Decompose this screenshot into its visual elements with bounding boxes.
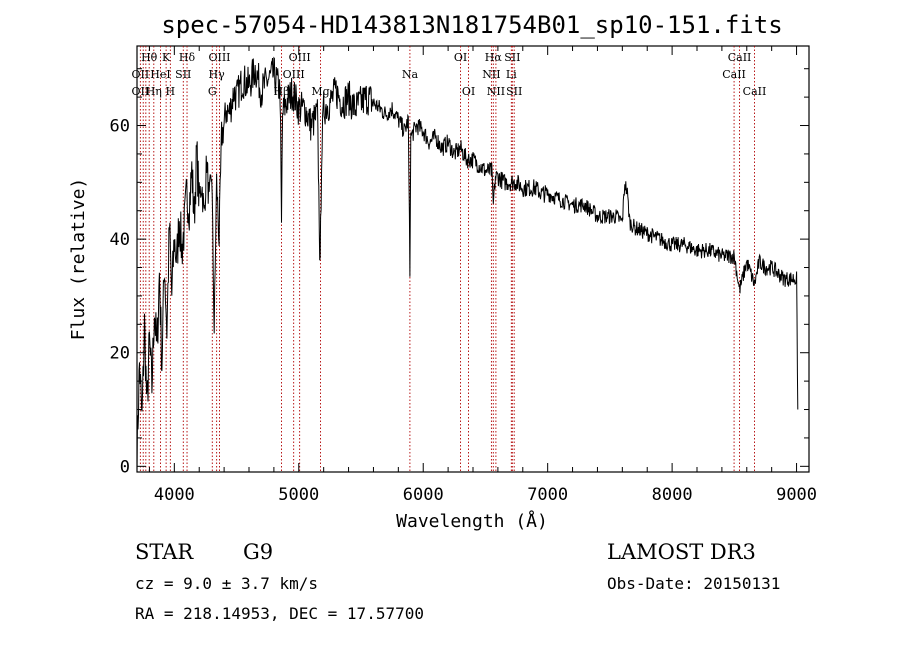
object-subclass: G9 xyxy=(243,540,274,564)
line-label: OIII xyxy=(208,51,230,64)
line-label: Hθ xyxy=(141,51,158,64)
line-label: OI xyxy=(462,85,475,98)
line-label: Hα xyxy=(485,51,503,64)
line-label: Li xyxy=(506,68,517,81)
plot-frame xyxy=(136,45,810,473)
x-axis-label: Wavelength (Å) xyxy=(396,510,548,532)
y-axis-label: Flux (relative) xyxy=(68,178,89,341)
y-tick-label: 20 xyxy=(110,344,130,364)
spectrum-line xyxy=(136,56,799,471)
x-tick-label: 4000 xyxy=(154,485,195,505)
y-tick-label: 0 xyxy=(120,457,130,477)
line-label: SII xyxy=(506,85,522,98)
line-label: CaII xyxy=(722,68,746,81)
line-label: HeI xyxy=(150,68,170,81)
line-label: CaII xyxy=(743,85,767,98)
line-label: G xyxy=(208,85,217,98)
y-tick-label: 40 xyxy=(110,230,130,250)
y-tick-label: 60 xyxy=(110,117,130,137)
line-label: CaII xyxy=(728,51,752,64)
axes: 4000 5000 6000 7000 8000 9000 0 20 40 60 xyxy=(110,46,817,505)
x-tick-label: 7000 xyxy=(527,485,568,505)
chart-title: spec-57054-HD143813N181754B01_sp10-151.f… xyxy=(161,11,782,39)
line-label: Na xyxy=(402,68,419,81)
line-label: SII xyxy=(504,51,520,64)
x-tick-label: 5000 xyxy=(278,485,319,505)
line-label: NII xyxy=(487,85,505,98)
redshift-value: cz = 9.0 ± 3.7 km/s xyxy=(135,574,319,593)
obs-date: Obs-Date: 20150131 xyxy=(607,574,781,593)
line-label: H xyxy=(166,85,176,98)
line-label: Hη xyxy=(146,85,162,98)
object-class: STAR xyxy=(135,540,194,564)
survey-name: LAMOST DR3 xyxy=(607,540,756,564)
line-label: Hβ xyxy=(274,85,290,98)
line-label: Mg xyxy=(311,85,329,98)
line-label: NII xyxy=(482,68,500,81)
line-label: SII xyxy=(175,68,191,81)
spectrum-chart: spec-57054-HD143813N181754B01_sp10-151.f… xyxy=(68,11,817,532)
line-label: Hγ xyxy=(209,68,226,81)
x-tick-label: 6000 xyxy=(403,485,444,505)
x-tick-label: 8000 xyxy=(652,485,693,505)
line-label: Hδ xyxy=(179,51,196,64)
line-label: OIII xyxy=(289,51,311,64)
spectral-line-markers xyxy=(139,46,755,472)
line-label: K xyxy=(162,51,171,64)
line-label: OI xyxy=(454,51,467,64)
line-label: OII xyxy=(132,68,150,81)
line-label: OIII xyxy=(283,68,305,81)
x-tick-label: 9000 xyxy=(776,485,817,505)
coordinates: RA = 218.14953, DEC = 17.57700 xyxy=(135,604,424,623)
spectral-line-labels: Hθ OII OII K HeI Hη Hδ SII H OIII Hγ G OIII OIII Hβ Mg N… xyxy=(132,51,767,98)
line-label: OII xyxy=(132,85,150,98)
